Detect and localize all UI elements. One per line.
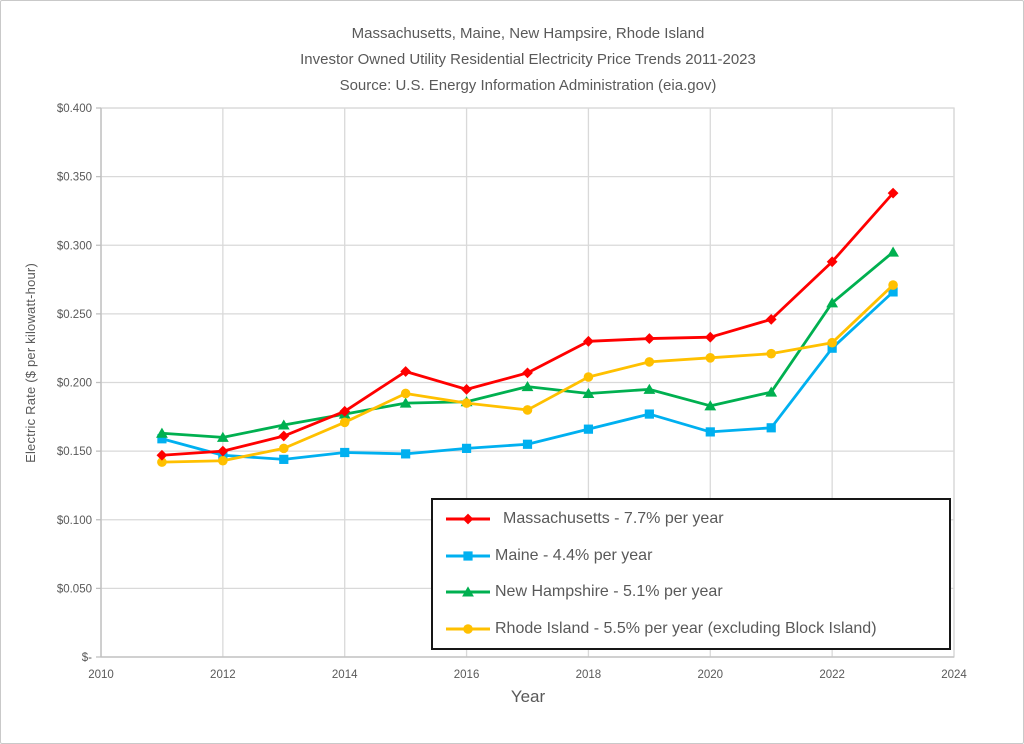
legend-marker-circle-icon [446, 623, 490, 634]
y-tick-label: $0.350 [57, 172, 92, 184]
series-rhode-island [157, 280, 898, 467]
chart-title-line1: Massachusetts, Maine, New Hampsire, Rhod… [351, 25, 705, 42]
x-axis-title: Year [510, 687, 546, 706]
y-tick-label: $0.200 [57, 378, 92, 390]
x-tick-label: 2012 [210, 669, 236, 681]
legend-item: Massachusetts - 7.7% per year [445, 502, 949, 536]
legend-item-label: Rhode Island - 5.5% per year (excluding … [495, 619, 877, 637]
y-tick-label: $0.050 [57, 583, 92, 595]
chart-title-line2: Investor Owned Utility Residential Elect… [300, 51, 756, 68]
chart-title-line3: Source: U.S. Energy Information Administ… [339, 77, 717, 94]
y-tick-label: $- [82, 652, 92, 664]
x-tick-label: 2010 [88, 669, 114, 681]
y-tick-label: $0.150 [57, 446, 92, 458]
y-tick-label: $0.400 [57, 103, 92, 115]
legend-item-label: Massachusetts - 7.7% per year [503, 510, 724, 528]
y-axis-ticks: $0.400 $0.350 $0.300 $0.250 $0.200 $0.150 $0.1… [57, 103, 101, 664]
y-axis-title: Electric Rate ($ per kilowatt-hour) [23, 263, 38, 463]
legend-item: Rhode Island - 5.5% per year (excluding … [445, 612, 949, 646]
y-tick-label: $0.250 [57, 309, 92, 321]
x-tick-label: 2024 [941, 669, 967, 681]
chart-title: Massachusetts, Maine, New Hampsire, Rhod… [31, 21, 1023, 99]
series-massachusetts [156, 187, 899, 461]
legend-marker-diamond-icon [446, 513, 490, 525]
x-tick-label: 2018 [576, 669, 602, 681]
x-tick-label: 2016 [454, 669, 480, 681]
x-axis-ticks: 2010 2012 2014 2016 2018 2020 2022 2024 [88, 669, 967, 681]
y-tick-label: $0.100 [57, 515, 92, 527]
legend-item-label: New Hampshire - 5.1% per year [495, 583, 723, 601]
x-tick-label: 2022 [819, 669, 845, 681]
series-new-hampshire [156, 246, 899, 442]
legend-marker-square-icon [446, 551, 490, 561]
legend-item: Maine - 4.4% per year [445, 539, 949, 573]
x-tick-label: 2014 [332, 669, 358, 681]
series-maine [157, 287, 898, 464]
legend-marker-triangle-icon [446, 586, 490, 597]
x-tick-label: 2020 [697, 669, 723, 681]
legend-item-label: Maine - 4.4% per year [495, 546, 653, 564]
legend-item: New Hampshire - 5.1% per year [445, 575, 949, 609]
legend: Massachusetts - 7.7% per year Maine - 4.4… [431, 498, 951, 650]
y-tick-label: $0.300 [57, 240, 92, 252]
